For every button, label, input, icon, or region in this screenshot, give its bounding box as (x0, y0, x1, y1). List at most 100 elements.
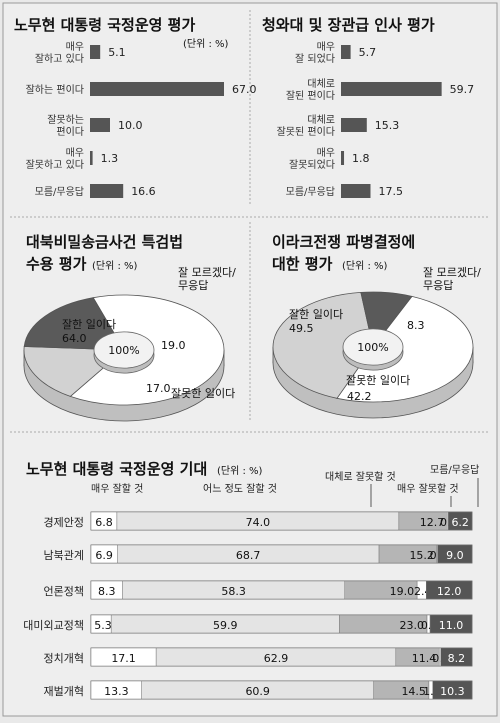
bar (90, 118, 110, 132)
stacked-segment-label: 12.0 (437, 585, 462, 598)
stacked-category-label: 남북관계 (44, 549, 84, 562)
pie-title-line: 이라크전쟁 파병결정에 (272, 233, 415, 251)
stacked-segment-label: 74.0 (246, 516, 271, 529)
stacked-category-label: 정치개혁 (44, 652, 84, 665)
pie-slice-name: 잘한 일이다 (289, 307, 343, 321)
bar (341, 151, 345, 165)
bar-category-label-line: 모름/무응답 (286, 186, 335, 198)
pie-slice-name-line: 무응답 (178, 279, 208, 292)
bar-category-label: 모름/무응답 (35, 186, 84, 198)
pie-slice-value: 8.3 (407, 319, 425, 332)
stacked-title: 노무현 대통령 국정운영 기대 (26, 460, 207, 478)
pie-hole (342, 328, 404, 366)
pie-slice-name-line: 무응답 (423, 279, 453, 292)
stacked-segment-label: 5.3 (94, 619, 112, 632)
bar-category-label-line: 잘하고 있다 (35, 52, 84, 65)
pie-slice (272, 291, 374, 399)
pie-title-line: 대한 평가 (272, 255, 333, 273)
stacked-segment-label: 68.7 (236, 549, 261, 562)
pie-slice-name-line: 잘못한 일이다 (346, 373, 410, 387)
pie-unit: (단위 : %) (92, 259, 138, 272)
bar (90, 184, 124, 198)
stacked-segment-label: 11.4 (412, 652, 437, 665)
stacked-legend-label: 매우 잘할 것 (91, 483, 143, 495)
stacked-segment (440, 647, 473, 667)
stacked-segment-label: 60.9 (245, 685, 270, 698)
bar-chart-title: 노무현 대통령 국정운영 평가 (14, 16, 195, 34)
pie-slice-name: 잘한 일이다 (62, 317, 116, 331)
pie-slice-name: 잘 모르겠다/무응답 (423, 266, 481, 292)
bar-value-label: 15.3 (375, 119, 400, 132)
bar-category-label-line: 잘하는 편이다 (26, 83, 84, 96)
stacked-legend-label: 모름/무응답 (430, 464, 479, 476)
stacked-segment-label: 6.9 (95, 549, 113, 562)
stacked-segment (426, 580, 473, 600)
bar-category-label-line: 잘못된 편이다 (277, 126, 335, 138)
bar (90, 151, 93, 165)
bar-category-label: 매우잘 되었다 (295, 41, 335, 65)
pie-slice-name: 잘못한 일이다 (346, 373, 410, 387)
stacked-legend-label: 어느 정도 잘할 것 (203, 483, 277, 495)
bar-value-label: 10.0 (118, 119, 143, 132)
stacked-category-label: 대미외교정책 (23, 619, 84, 632)
bar-category-label-line: 대체로 (307, 114, 335, 126)
stacked-segment-label: 10.3 (440, 685, 465, 698)
pie-hole (93, 331, 155, 369)
stacked-unit: (단위 : %) (217, 464, 263, 477)
stacked-segment-label: 58.3 (221, 585, 246, 598)
bar-value-label: 1.3 (101, 152, 119, 165)
stacked-category-label: 재벌개혁 (44, 685, 84, 698)
pie-slice (336, 295, 474, 403)
bar-category-label-line: 모름/무응답 (35, 186, 84, 198)
bar-chart-unit: (단위 : %) (183, 37, 229, 50)
stacked-legend-label: 대체로 잘못할 것 (325, 471, 396, 483)
bar-category-label-line: 잘못되었다 (289, 159, 335, 171)
stacked-segment-label: 59.9 (213, 619, 238, 632)
bar-category-label-line: 매우 (317, 147, 335, 159)
bar-category-label-line: 편이다 (56, 126, 84, 138)
bar-category-label: 모름/무응답 (286, 186, 335, 198)
stacked-legend-label: 매우 잘못할 것 (397, 483, 459, 495)
stacked-segment (432, 680, 473, 700)
bar-category-label-line: 잘된 편이다 (286, 90, 335, 102)
pie-slice-value: 64.0 (62, 332, 87, 345)
stacked-segment-label: 19.0 (390, 585, 415, 598)
bar-category-label-line: 매우 (66, 41, 84, 53)
pie-slice-name: 잘 모르겠다/무응답 (178, 266, 236, 292)
pie-center-label: 100% (108, 344, 139, 357)
pie-center-label: 100% (357, 341, 388, 354)
pie-slice-name-line: 잘 모르겠다/ (178, 266, 236, 279)
stacked-segment-label: 13.3 (104, 685, 129, 698)
bar-category-label-line: 잘 되었다 (295, 53, 335, 65)
pie-title-line: 대북비밀송금사건 특검법 (26, 233, 183, 251)
stacked-category-label: 경제안정 (44, 516, 84, 529)
stacked-segment-label: 23.0 (400, 619, 425, 632)
bar (90, 45, 101, 59)
bar-category-label-line: 매우 (66, 147, 84, 159)
pie-slice-name-line: 잘 모르겠다/ (423, 266, 481, 279)
pie-slice-value: 49.5 (289, 322, 314, 335)
bar-value-label: 59.7 (450, 83, 475, 96)
stacked-segment-label: 17.1 (111, 652, 136, 665)
pie-title-line: 수용 평가 (26, 255, 87, 273)
bar-category-label-line: 잘못하고 있다 (26, 158, 84, 171)
stacked-segment-label: 62.9 (264, 652, 289, 665)
pie-slice-name-line: 잘한 일이다 (289, 307, 343, 321)
stacked-segment-label: 8.2 (448, 652, 466, 665)
bar-category-label: 잘하는 편이다 (26, 83, 84, 96)
bar (341, 45, 351, 59)
stacked-segment-label: 15.2 (409, 549, 434, 562)
bar-value-label: 5.7 (359, 46, 377, 59)
pie-slice-value: 19.0 (161, 339, 186, 352)
stacked-segment (437, 544, 473, 564)
stacked-segment-label: 6.2 (451, 516, 469, 529)
bar-value-label: 67.0 (232, 83, 257, 96)
pie-slice-name: 잘못한 일이다 (171, 386, 235, 400)
